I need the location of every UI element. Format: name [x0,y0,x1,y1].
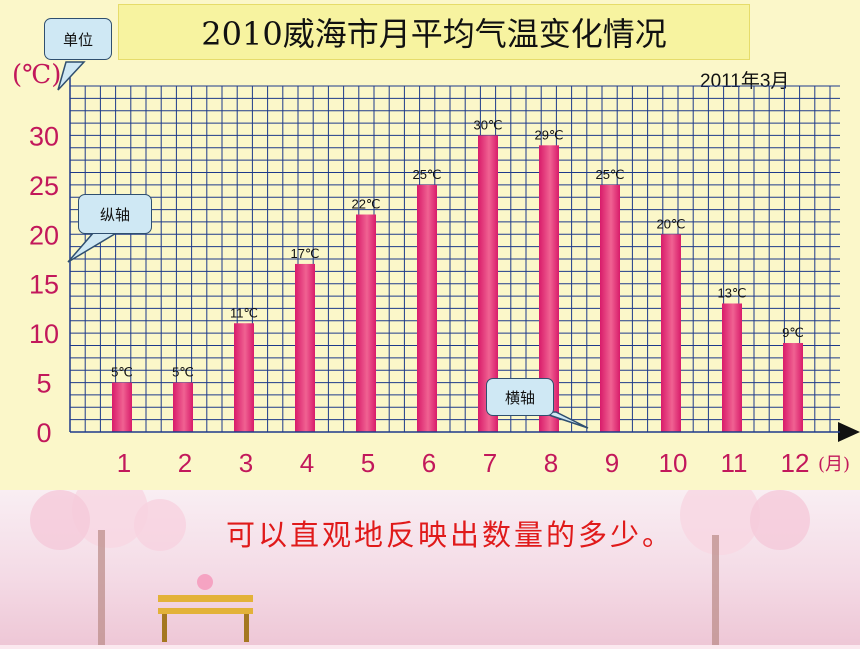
y-axis-unit: (℃) [12,60,62,90]
bars [112,135,803,433]
x-tick-label: 2 [178,448,192,478]
y-tick-label: 25 [29,171,59,201]
y-tick-label: 20 [29,220,59,250]
data-label: 11℃ [230,305,258,320]
y-tick-label: 10 [29,319,59,349]
bar-month-7 [478,135,498,432]
y-tick-labels: 0 5 10 15 20 25 30 [29,121,59,448]
bar-month-5 [356,214,376,432]
x-axis-unit: (月) [818,454,851,475]
data-label: 5℃ [111,365,133,380]
data-labels: 5℃ 5℃ 11℃ 17℃ 22℃ 25℃ 30℃ 29℃ 25℃ 20℃ 13℃ 9℃ [111,117,804,379]
data-label: 22℃ [351,197,380,212]
data-label: 25℃ [595,167,624,182]
data-label: 29℃ [534,127,563,142]
bar-month-4 [295,263,315,432]
x-tick-label: 10 [659,448,688,478]
y-tick-label: 30 [29,121,59,151]
x-tick-label: 9 [605,448,619,478]
bar-month-6 [417,184,437,432]
x-tick-label: 1 [117,448,131,478]
bar-month-3 [234,323,254,432]
x-tick-label: 8 [544,448,558,478]
x-tick-label: 11 [721,448,748,478]
bar-month-9 [600,184,620,432]
data-label: 5℃ [172,365,194,380]
data-label: 25℃ [412,167,441,182]
x-tick-label: 3 [239,448,253,478]
data-label: 9℃ [782,325,804,340]
y-tick-label: 5 [36,369,51,399]
bar-month-2 [173,382,193,432]
date-note: 2011年3月 [700,71,790,92]
bar-month-1 [112,382,132,432]
caption-text: 可以直观地反映出数量的多少。 [225,518,674,552]
x-tick-label: 7 [483,448,497,478]
y-axis-callout: 纵轴 [78,194,152,234]
bench-icon [158,574,253,642]
x-tick-label: 12 [781,448,810,478]
bar-month-11 [722,303,742,432]
chart-title: 2010威海市月平均气温变化情况 [118,4,750,60]
data-label: 17℃ [290,246,319,261]
bar-month-12 [783,343,803,432]
x-tick-label: 4 [300,448,314,478]
y-tick-label: 0 [36,418,51,448]
x-tick-label: 5 [361,448,375,478]
x-tick-labels: 1 2 3 4 5 6 7 8 9 10 11 12 [117,448,810,478]
data-label: 13℃ [717,285,746,300]
x-axis-arrow-icon [838,422,860,442]
unit-bubble-tail [57,61,86,91]
bar-month-10 [661,234,681,432]
unit-callout: 单位 [44,18,112,60]
data-label: 30℃ [473,117,502,132]
data-label: 20℃ [656,216,685,231]
chart-svg: 5℃ 5℃11℃17℃22℃25℃30℃29℃25℃20℃13℃9℃ 051015… [29,61,860,478]
scenery-art [30,472,810,645]
bar-month-8 [539,145,559,433]
y-tick-label: 15 [29,270,59,300]
x-tick-label: 6 [422,448,436,478]
decorative-scenery [0,472,860,645]
x-axis-callout: 横轴 [486,378,554,416]
